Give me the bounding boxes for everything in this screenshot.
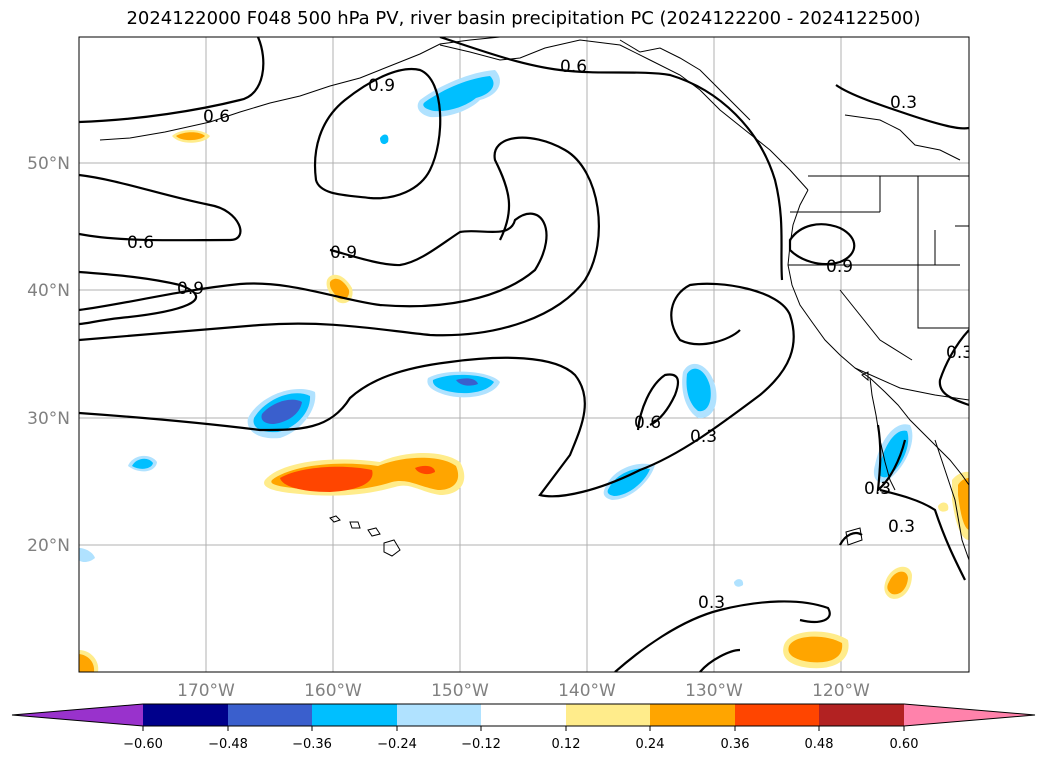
lon-label: 170°W [177,681,235,701]
precip-shading [79,70,969,672]
colorbar-tick: 0.60 [890,737,919,752]
colorbar-extend-high [904,704,1035,726]
colorbar-segment [228,704,312,726]
lon-label: 140°W [558,681,616,701]
colorbar-segment [819,704,904,726]
colorbar: −0.60 −0.48 −0.36 −0.24 −0.12 0.12 0.24 … [11,703,1036,752]
colorbar-tick: −0.60 [123,737,163,752]
colorbar-segment [566,704,650,726]
contour-label: 0.3 [864,479,891,499]
contour-label: 0.9 [330,243,357,263]
colorbar-tick: 0.24 [636,737,665,752]
colorbar-tick: 0.48 [805,737,834,752]
colorbar-segment [397,704,481,726]
contour-label: 0.3 [698,593,725,613]
map-title: 2024122000 F048 500 hPa PV, river basin … [126,8,921,29]
colorbar-tick: −0.48 [208,737,248,752]
lat-label: 30°N [27,409,70,429]
lon-label: 150°W [431,681,489,701]
colorbar-segment [735,704,819,726]
coastlines [99,37,969,561]
colorbar-segment [650,704,735,726]
map-area [79,37,969,672]
map-frame [78,36,970,673]
contour-label: 0.3 [690,427,717,447]
colorbar-extend-low [12,704,143,726]
gridlines [79,37,969,672]
lat-label: 40°N [27,281,70,301]
colorbar-tick: −0.24 [377,737,417,752]
colorbar-segment [143,704,228,726]
colorbar-tick: 0.36 [721,737,750,752]
contour-label: 0.6 [127,233,154,253]
colorbar-segment [481,704,566,726]
contour-label: 0.3 [888,517,915,537]
contour-label: 0.6 [203,107,230,127]
colorbar-segment [312,704,397,726]
colorbar-tick: −0.36 [292,737,332,752]
lat-label: 20°N [27,536,70,556]
contour-label: 0.3 [890,93,917,113]
contour-label: 0.3 [946,343,973,363]
lat-label: 50°N [27,154,70,174]
contour-label: 0.9 [177,279,204,299]
colorbar-tick: −0.12 [461,737,501,752]
lon-label: 160°W [304,681,362,701]
lon-label: 130°W [685,681,743,701]
latitude-labels: 50°N 40°N 30°N 20°N [27,154,70,556]
pv-contours [79,37,969,672]
contour-label: 0.9 [368,76,395,96]
lon-label: 120°W [812,681,870,701]
contour-label: 0.6 [560,57,587,77]
colorbar-tick: 0.12 [552,737,581,752]
longitude-labels: 170°W 160°W 150°W 140°W 130°W 120°W [177,681,870,701]
contour-labels: 0.6 0.9 0.6 0.3 0.6 0.9 0.9 0.9 0.3 0.6 … [127,57,973,613]
contour-label: 0.6 [634,413,661,433]
contour-label: 0.9 [826,257,853,277]
